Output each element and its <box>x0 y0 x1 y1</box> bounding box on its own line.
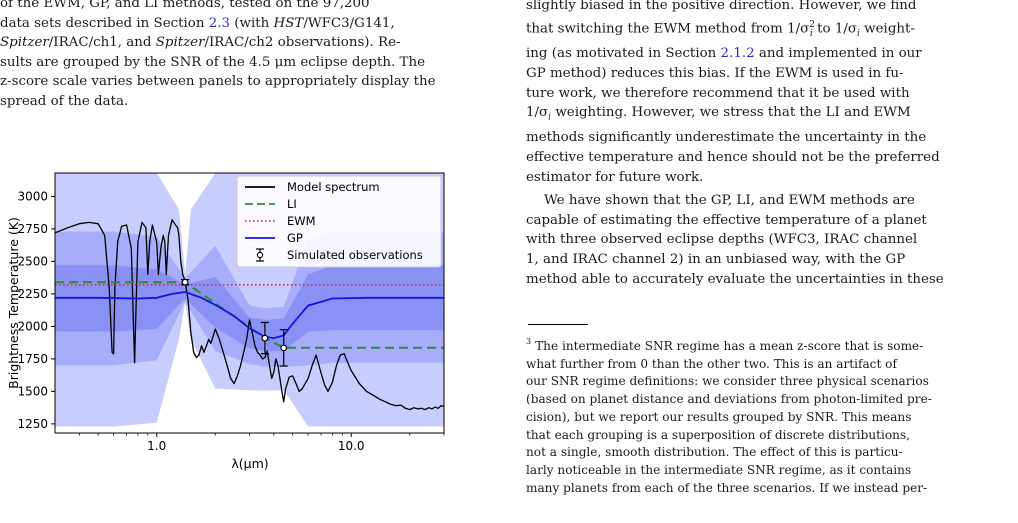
legend-entry: LI <box>245 197 297 211</box>
figure-brightness-temperature: 1250 1500 1750 2000 2250 2500 2750 3000 1.0 10.0 … <box>0 168 500 516</box>
x-tick-label: 10.0 <box>338 439 365 453</box>
gp-line <box>55 291 444 340</box>
body-line: method able to accurately evaluate the u… <box>526 271 944 287</box>
y-tick-label: 1750 <box>17 352 48 366</box>
body-line: GP method) reduces this bias. If the EWM… <box>526 65 904 81</box>
legend-entry: Model spectrum <box>245 180 380 194</box>
x-tick-label: 1.0 <box>147 439 166 453</box>
legend-label: GP <box>287 231 303 245</box>
footnote-line: our SNR regime definitions: we consider … <box>526 374 929 389</box>
body-line: capable of estimating the effective temp… <box>526 212 927 228</box>
body-line: We have shown that the GP, LI, and EWM m… <box>544 193 915 209</box>
y-tick-label: 2000 <box>17 319 48 333</box>
observation-point <box>181 278 190 286</box>
footnote: 3 The intermediate SNR regime has a mean … <box>526 333 1014 497</box>
body-line: slightly biased in the positive directio… <box>526 0 917 13</box>
caption-line: Spitzer/IRAC/ch1, and Spitzer/IRAC/ch2 o… <box>0 35 401 51</box>
model-spectrum-line <box>55 219 444 411</box>
footnote-line: cision), but we report our results group… <box>526 409 912 424</box>
footnote-line: 3 The intermediate SNR regime has a mean … <box>526 337 924 353</box>
observation-marker <box>181 278 189 286</box>
caption-line: spread of the data. <box>0 93 129 109</box>
y-tick-label: 1500 <box>17 384 48 398</box>
y-axis-label: Brightness Temperature (K) <box>6 217 21 389</box>
y-tick-label: 2500 <box>17 254 48 268</box>
y-tick-label: 2750 <box>17 222 48 236</box>
observations-group <box>181 278 288 367</box>
footnote-line: not a single, smooth distribution. The e… <box>526 445 903 460</box>
body-line: with three observed eclipse depths (WFC3… <box>526 232 918 248</box>
legend-label: LI <box>287 197 297 211</box>
footnote-line: what further from 0 than the other two. … <box>526 356 897 371</box>
body-line: effective temperature and hence should n… <box>526 149 940 165</box>
legend-entry: GP <box>245 231 303 245</box>
observation-marker <box>280 344 288 352</box>
observation-point <box>260 321 269 355</box>
legend-entry: EWM <box>245 214 316 228</box>
body-line: 1, and IRAC channel 2) in an unbiased wa… <box>526 251 906 267</box>
section-link[interactable]: 2.3 <box>208 15 231 31</box>
body-line: ing (as motivated in Section 2.1.2 and i… <box>526 46 922 62</box>
footnote-line: many planets from each of the three scen… <box>526 480 928 495</box>
chart-legend: Model spectrum LI EWM GP Simulated observati… <box>236 175 442 268</box>
legend-entry: Simulated observations <box>256 248 423 262</box>
footnote-line: larly noticeable in the intermediate SNR… <box>526 462 912 477</box>
footnote-marker: 3 <box>526 337 532 346</box>
x-axis-label: λ(μm) <box>231 456 268 471</box>
y-tick-label: 3000 <box>17 189 48 203</box>
caption-line: sults are grouped by the SNR of the 4.5 … <box>0 54 425 70</box>
observation-marker <box>261 334 269 342</box>
observation-point <box>279 329 288 367</box>
legend-label: Model spectrum <box>287 180 380 194</box>
legend-label: EWM <box>287 214 316 228</box>
axes-group: 1250 1500 1750 2000 2250 2500 2750 3000 1.0 10.0 <box>17 189 445 453</box>
body-line: ture work, we therefore recommend that i… <box>526 85 910 101</box>
footnote-line: (based on planet distance and deviations… <box>526 392 932 407</box>
legend-label: Simulated observations <box>287 248 423 262</box>
footnote-line: that each grouping is a superposition of… <box>526 427 910 442</box>
body-line: 1/σi weighting. However, we stress that … <box>526 105 911 123</box>
body-line: estimator for future work. <box>526 169 704 185</box>
legend-marker <box>256 251 264 259</box>
caption-line: data sets described in Section 2.3 (with… <box>0 15 395 31</box>
figure-caption-top: of the EWM, GP, and LI methods, tested o… <box>0 0 488 112</box>
gp-band-1sigma <box>55 265 444 352</box>
caption-line: z-score scale varies between panels to a… <box>0 74 436 90</box>
caption-line: of the EWM, GP, and LI methods, tested o… <box>0 0 370 11</box>
legend-box <box>236 175 442 268</box>
body-line: methods significantly underestimate the … <box>526 130 927 146</box>
body-line: that switching the EWM method from 1/σ2i… <box>526 19 915 39</box>
y-tick-label: 1250 <box>17 417 48 431</box>
y-tick-label: 2250 <box>17 287 48 301</box>
body-paragraph-1: slightly biased in the positive directio… <box>526 0 1016 289</box>
section-link[interactable]: 2.1.2 <box>720 46 755 62</box>
footnote-rule <box>528 324 588 325</box>
